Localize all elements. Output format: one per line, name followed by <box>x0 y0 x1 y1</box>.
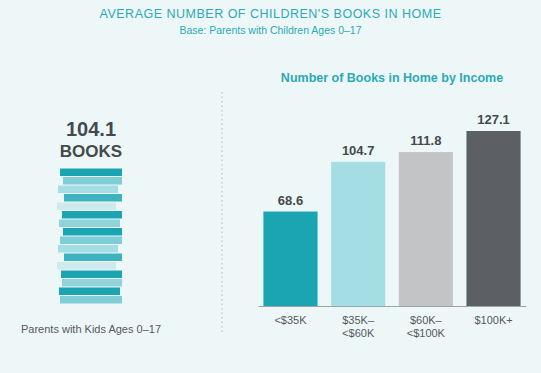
data-label: 104.7 <box>342 143 375 158</box>
data-labels: 68.6 104.7 111.8 127.1 <box>278 112 510 208</box>
book <box>57 262 116 270</box>
tick-label: $60K–<$100K <box>407 314 446 339</box>
subtitle: Base: Parents with Children Ages 0–17 <box>179 24 361 36</box>
book <box>59 220 120 228</box>
tick: $60K–<$100K <box>407 306 446 339</box>
stat-unit: BOOKS <box>60 142 122 161</box>
data-label: 68.6 <box>278 193 303 208</box>
tick: $35K–<$60K <box>342 306 375 339</box>
tick: $100K+ <box>474 306 512 326</box>
bar <box>466 131 520 306</box>
book <box>57 203 116 211</box>
bar <box>331 162 385 306</box>
tick-label: <$35K <box>274 314 307 326</box>
x-axis: <$35K $35K–<$60K $60K–<$100K $100K+ <box>259 306 527 339</box>
stat-value: 104.1 <box>66 118 116 140</box>
infographic: AVERAGE NUMBER OF CHILDREN'S BOOKS IN HO… <box>0 0 541 373</box>
chart-title: Number of Books in Home by Income <box>281 71 503 85</box>
book <box>64 254 122 262</box>
book <box>58 186 118 194</box>
data-label: 127.1 <box>477 112 510 127</box>
tick-label: $35K–<$60K <box>342 314 375 339</box>
stat-caption: Parents with Kids Ages 0–17 <box>21 323 161 335</box>
bars <box>263 131 520 306</box>
book <box>60 169 122 177</box>
title: AVERAGE NUMBER OF CHILDREN'S BOOKS IN HO… <box>100 7 442 21</box>
book <box>63 177 122 185</box>
book <box>63 228 122 236</box>
book <box>59 288 120 296</box>
book <box>58 245 118 253</box>
book <box>62 211 122 219</box>
bar <box>263 212 317 306</box>
bar <box>399 152 453 306</box>
axis-line <box>259 306 527 307</box>
background <box>0 0 541 373</box>
book <box>60 296 122 304</box>
data-label: 111.8 <box>410 133 441 148</box>
book-icon <box>57 169 122 304</box>
book <box>62 279 122 287</box>
tick: <$35K <box>274 306 307 326</box>
book <box>60 237 122 245</box>
book <box>61 271 122 279</box>
tick-label: $100K+ <box>474 314 512 326</box>
divider <box>221 92 222 335</box>
book <box>64 194 122 202</box>
